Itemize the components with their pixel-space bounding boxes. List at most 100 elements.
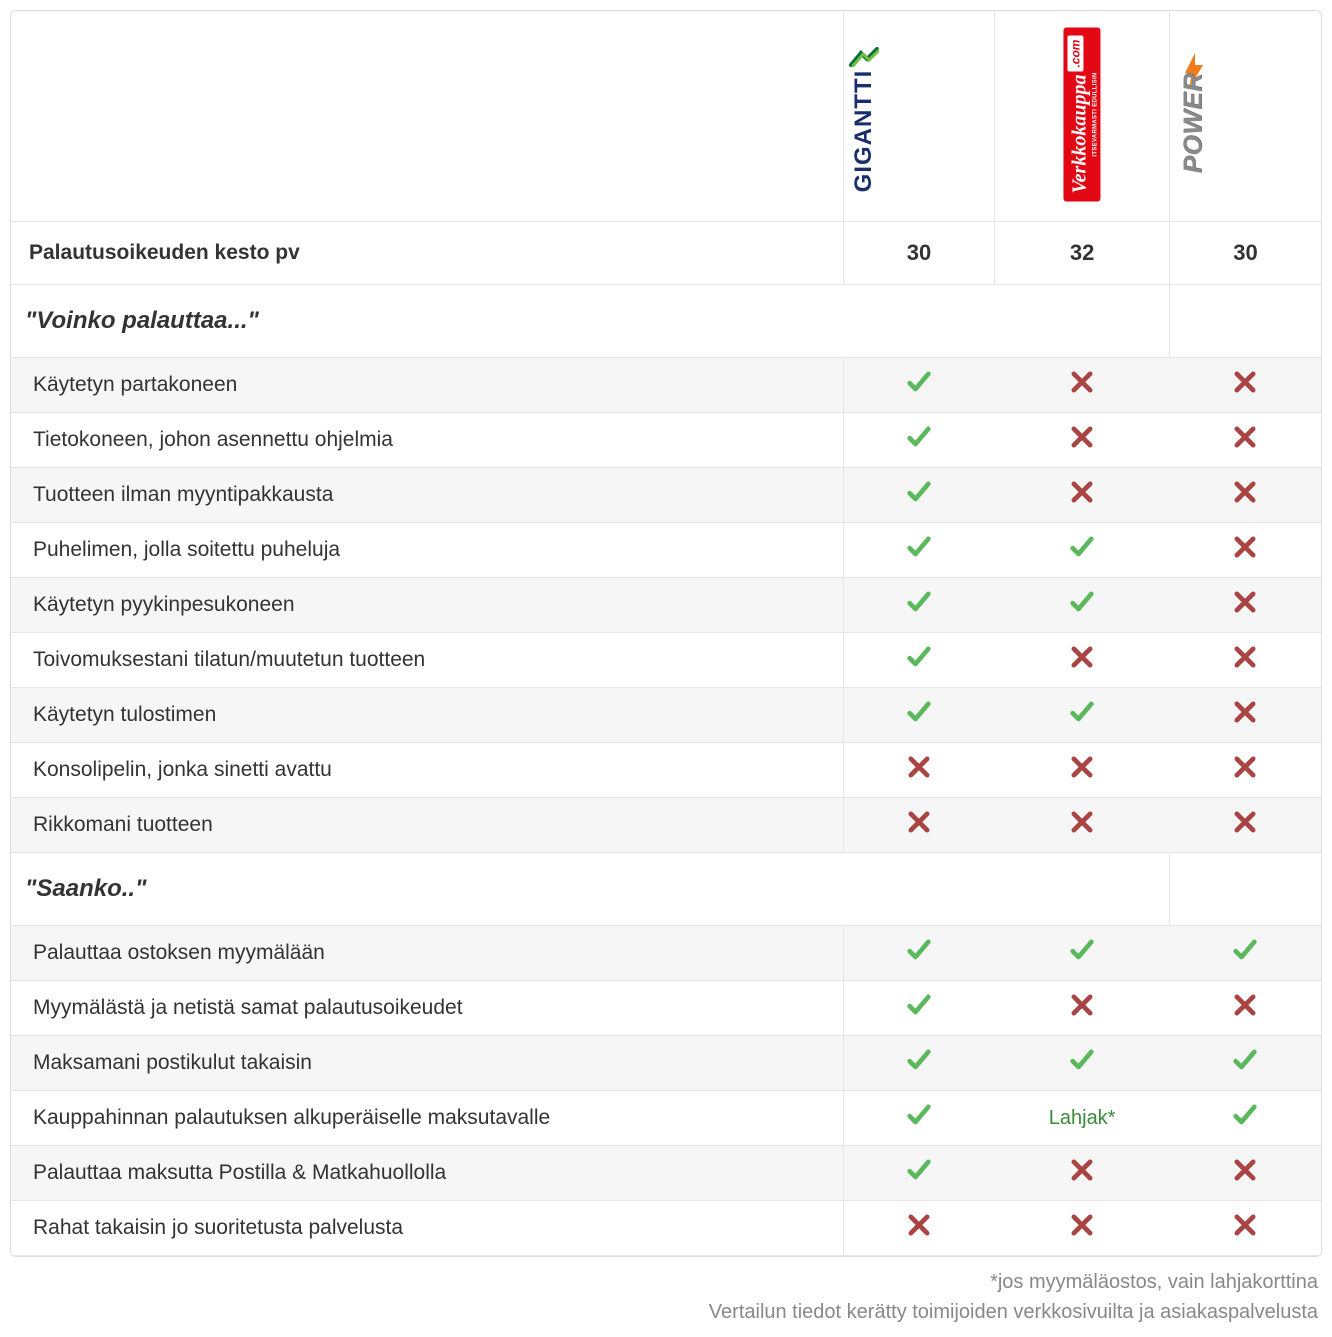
cell-b3 [1170,742,1321,797]
cell-b3 [1170,1200,1321,1255]
cross-icon [1231,763,1259,786]
cell-b2 [995,687,1170,742]
row-label: Maksamani postikulut takaisin [11,1035,843,1090]
cell-b1 [843,522,994,577]
cell-b3 [1170,687,1321,742]
check-icon [905,378,933,401]
row-label: Käytetyn pyykinpesukoneen [11,577,843,632]
cell-b1 [843,357,994,412]
logo-row-empty [11,11,843,221]
table-row: Palauttaa maksutta Postilla & Matkahuoll… [11,1145,1321,1200]
cell-b1 [843,925,994,980]
cell-b2 [995,1200,1170,1255]
cross-icon [1231,653,1259,676]
cell-b1 [843,742,994,797]
cross-icon [1231,1001,1259,1024]
brand-verkkokauppa: Verkkokauppa .com ITSEVARMASTI EDULLISIN [995,11,1170,221]
table-row: Tuotteen ilman myyntipakkausta [11,467,1321,522]
cell-b2 [995,577,1170,632]
cell-b2 [995,412,1170,467]
check-icon [905,598,933,621]
cross-icon [1231,433,1259,456]
cell-b1 [843,632,994,687]
cell-b1 [843,1145,994,1200]
check-icon [1068,946,1096,969]
cell-b3 [1170,522,1321,577]
cell-b2 [995,742,1170,797]
cross-icon [1068,1221,1096,1244]
cross-icon [1231,1221,1259,1244]
gigantti-arrow-icon [849,47,879,67]
cell-b3 [1170,632,1321,687]
cell-b2: Lahjak* [995,1090,1170,1145]
cross-icon [905,818,933,841]
cell-b3 [1170,467,1321,522]
check-icon [1231,1056,1259,1079]
cross-icon [1068,763,1096,786]
vk-logo-main: Verkkokauppa [1069,75,1091,194]
row-label: Palauttaa ostoksen myymälään [11,925,843,980]
cell-b1 [843,1090,994,1145]
cell-b1 [843,467,994,522]
cross-icon [1231,488,1259,511]
row-label: Myymälästä ja netistä samat palautusoike… [11,980,843,1035]
section-title: "Saanko.." [11,852,1170,925]
cross-icon [905,1221,933,1244]
section-empty [1170,852,1321,925]
duration-row: Palautusoikeuden kesto pv 30 32 30 [11,221,1321,284]
check-icon [905,543,933,566]
row-label: Käytetyn partakoneen [11,357,843,412]
check-icon [905,488,933,511]
section-header: "Saanko.." [11,852,1321,925]
cross-icon [1068,653,1096,676]
cross-icon [1068,433,1096,456]
check-icon [905,708,933,731]
table-row: Rikkomani tuotteen [11,797,1321,852]
cell-b1 [843,412,994,467]
section-header: "Voinko palauttaa..." [11,284,1321,357]
table-row: Puhelimen, jolla soitettu puheluja [11,522,1321,577]
brand-power: POWER [1170,11,1321,221]
cross-icon [905,763,933,786]
cell-b3 [1170,925,1321,980]
row-label: Toivomuksestani tilatun/muutetun tuottee… [11,632,843,687]
cell-b1 [843,577,994,632]
check-icon [905,946,933,969]
check-icon [905,1111,933,1134]
cross-icon [1068,1001,1096,1024]
cross-icon [1068,378,1096,401]
section-empty [1170,284,1321,357]
cell-b3 [1170,980,1321,1035]
cell-b3 [1170,1090,1321,1145]
cell-b2 [995,1145,1170,1200]
check-icon [905,1056,933,1079]
table-row: Rahat takaisin jo suoritetusta palvelust… [11,1200,1321,1255]
cell-b2 [995,1035,1170,1090]
table-row: Tietokoneen, johon asennettu ohjelmia [11,412,1321,467]
duration-label: Palautusoikeuden kesto pv [11,221,843,284]
table-row: Myymälästä ja netistä samat palautusoike… [11,980,1321,1035]
cell-b2 [995,632,1170,687]
cell-b1 [843,797,994,852]
vk-logo-sub: ITSEVARMASTI EDULLISIN [1093,36,1099,194]
section-title: "Voinko palauttaa..." [11,284,1170,357]
row-label: Kauppahinnan palautuksen alkuperäiselle … [11,1090,843,1145]
table-row: Konsolipelin, jonka sinetti avattu [11,742,1321,797]
table-row: Käytetyn pyykinpesukoneen [11,577,1321,632]
table-row: Käytetyn partakoneen [11,357,1321,412]
row-label: Puhelimen, jolla soitettu puheluja [11,522,843,577]
cross-icon [1068,818,1096,841]
cross-icon [1231,543,1259,566]
cross-icon [1231,598,1259,621]
cross-icon [1231,378,1259,401]
row-label: Konsolipelin, jonka sinetti avattu [11,742,843,797]
cell-b3 [1170,1035,1321,1090]
check-icon [1068,708,1096,731]
footnote-line1: *jos myymäläostos, vain lahjakorttina [10,1267,1318,1297]
table-row: Palauttaa ostoksen myymälään [11,925,1321,980]
vk-logo-suffix: .com [1068,36,1084,72]
check-icon [905,653,933,676]
table-row: Kauppahinnan palautuksen alkuperäiselle … [11,1090,1321,1145]
row-label: Rikkomani tuotteen [11,797,843,852]
row-label: Tuotteen ilman myyntipakkausta [11,467,843,522]
